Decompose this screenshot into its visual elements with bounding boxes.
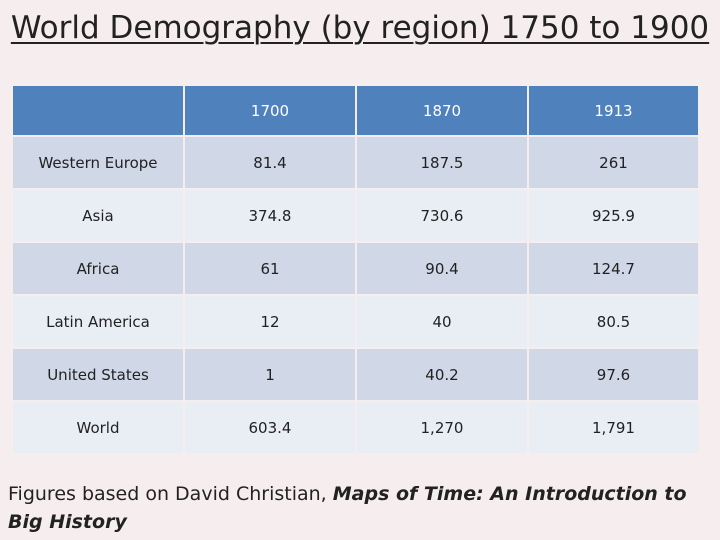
value-cell: 81.4 (185, 137, 355, 188)
value-cell: 1,791 (529, 402, 698, 453)
region-cell: Western Europe (13, 137, 183, 188)
value-cell: 730.6 (357, 190, 527, 241)
value-cell: 40.2 (357, 349, 527, 400)
table-row: Latin America 12 40 80.5 (13, 296, 698, 347)
value-cell: 90.4 (357, 243, 527, 294)
table-row: World 603.4 1,270 1,791 (13, 402, 698, 453)
caption-prefix: Figures based on David Christian, (8, 483, 333, 505)
table-row: Africa 61 90.4 124.7 (13, 243, 698, 294)
caption-book-title: Maps of Time: An Introduction to Big His… (8, 483, 687, 533)
region-cell: Asia (13, 190, 183, 241)
region-cell: United States (13, 349, 183, 400)
value-cell: 925.9 (529, 190, 698, 241)
table-header-row: 1700 1870 1913 (13, 86, 698, 135)
value-cell: 261 (529, 137, 698, 188)
demography-table: 1700 1870 1913 Western Europe 81.4 187.5… (11, 84, 700, 455)
header-cell-1913: 1913 (529, 86, 698, 135)
region-cell: Africa (13, 243, 183, 294)
value-cell: 124.7 (529, 243, 698, 294)
table-row: Asia 374.8 730.6 925.9 (13, 190, 698, 241)
region-cell: Latin America (13, 296, 183, 347)
page-title: World Demography (by region) 1750 to 190… (10, 10, 710, 46)
header-cell-region (13, 86, 183, 135)
value-cell: 1,270 (357, 402, 527, 453)
value-cell: 1 (185, 349, 355, 400)
value-cell: 40 (357, 296, 527, 347)
value-cell: 80.5 (529, 296, 698, 347)
region-cell: World (13, 402, 183, 453)
value-cell: 61 (185, 243, 355, 294)
value-cell: 97.6 (529, 349, 698, 400)
source-caption: Figures based on David Christian, Maps o… (8, 480, 708, 536)
table-row: Western Europe 81.4 187.5 261 (13, 137, 698, 188)
table-row: United States 1 40.2 97.6 (13, 349, 698, 400)
value-cell: 12 (185, 296, 355, 347)
value-cell: 374.8 (185, 190, 355, 241)
header-cell-1870: 1870 (357, 86, 527, 135)
header-cell-1700: 1700 (185, 86, 355, 135)
value-cell: 187.5 (357, 137, 527, 188)
value-cell: 603.4 (185, 402, 355, 453)
